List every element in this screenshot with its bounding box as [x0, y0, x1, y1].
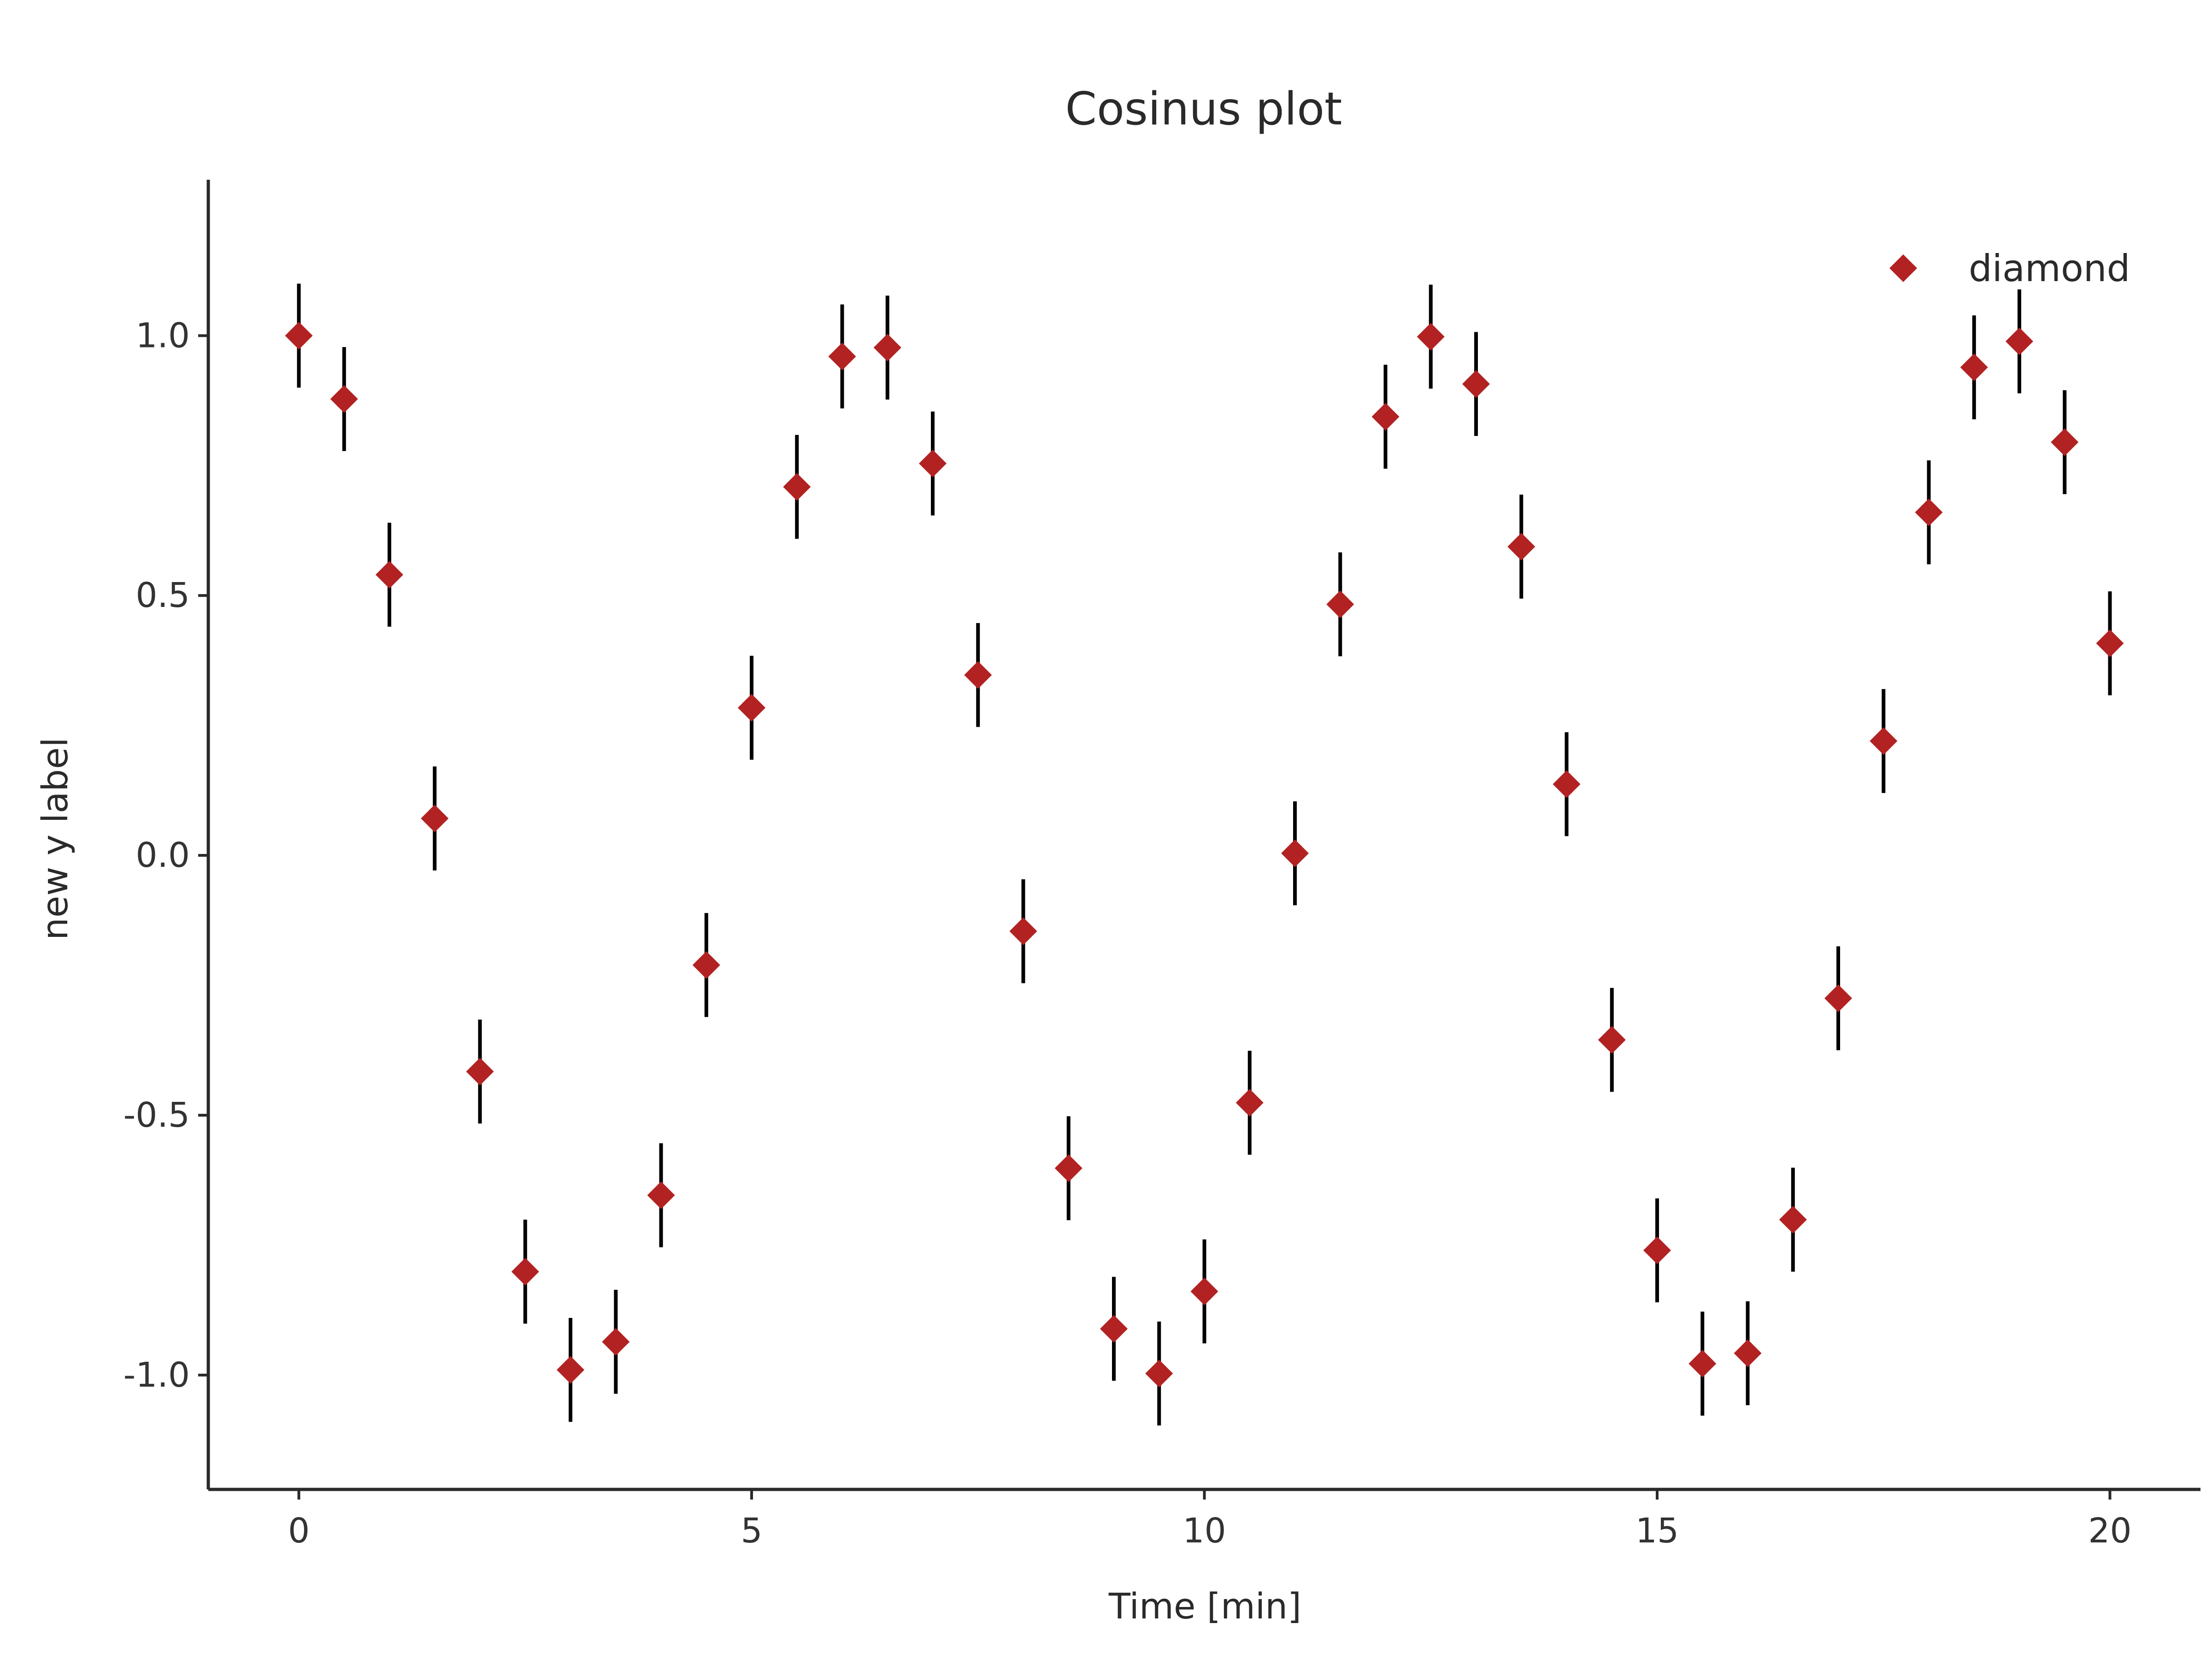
legend-diamond-icon	[1889, 254, 1917, 282]
data-point-diamond	[1100, 1315, 1128, 1343]
data-point-diamond	[1960, 353, 1988, 382]
data-point-diamond	[1054, 1154, 1082, 1182]
x-tick-label: 5	[741, 1511, 762, 1551]
legend-diamond-marker	[1889, 254, 1917, 282]
data-point-diamond	[1281, 839, 1309, 867]
data-point-diamond	[1643, 1236, 1671, 1265]
data-point-diamond	[1235, 1088, 1264, 1117]
data-point-diamond	[1824, 984, 1852, 1012]
y-tick-label: 1.0	[135, 316, 190, 355]
data-point-diamond	[1507, 533, 1535, 561]
data-point-diamond	[1009, 917, 1037, 945]
data-point-diamond	[2051, 428, 2079, 456]
data-point-diamond	[421, 805, 449, 833]
data-point-diamond	[1870, 727, 1898, 755]
y-axis-label: new y label	[35, 737, 76, 940]
legend-label: diamond	[1969, 247, 2130, 290]
axes: 0 5 10 15 20 -1.0 -0.5 0.0 0.5 1.0	[124, 180, 2200, 1551]
error-bars	[297, 283, 2112, 1426]
data-point-diamond	[1145, 1359, 1173, 1388]
data-point-diamond	[2006, 327, 2033, 355]
x-axis-label: Time [min]	[1108, 1586, 1301, 1627]
data-point-diamond	[330, 385, 358, 413]
data-point-diamond	[873, 334, 901, 362]
data-point-diamond	[1462, 370, 1490, 398]
data-point-diamond	[647, 1181, 675, 1209]
y-tick-label: 0.5	[135, 576, 190, 615]
data-point-diamond	[1915, 498, 1943, 526]
data-point-diamond	[1417, 323, 1445, 351]
data-point-diamond	[828, 342, 856, 371]
data-point-diamond	[1371, 403, 1400, 431]
y-tick-label: -0.5	[124, 1095, 190, 1135]
data-point-diamond	[919, 449, 947, 477]
legend: diamond	[1889, 247, 2130, 290]
data-point-diamond	[602, 1328, 630, 1356]
x-tick-label: 15	[1635, 1511, 1679, 1551]
data-point-diamond	[2096, 629, 2124, 657]
data-point-diamond	[285, 322, 313, 350]
x-tick-label: 20	[2088, 1511, 2131, 1551]
data-point-diamond	[376, 561, 403, 589]
data-point-diamond	[557, 1356, 584, 1384]
data-point-diamond	[1553, 770, 1581, 798]
data-point-diamond	[1734, 1339, 1762, 1367]
data-points	[285, 322, 2124, 1388]
data-point-diamond	[738, 694, 765, 722]
data-point-diamond	[1688, 1350, 1717, 1378]
data-point-diamond	[1326, 590, 1354, 618]
x-tick-label: 0	[288, 1511, 310, 1551]
data-point-diamond	[466, 1058, 494, 1086]
data-point-diamond	[964, 661, 992, 689]
data-point-diamond	[1190, 1277, 1218, 1306]
data-point-diamond	[511, 1258, 539, 1286]
y-tick-label: 0.0	[135, 835, 190, 875]
data-point-diamond	[692, 951, 720, 979]
data-point-diamond	[1598, 1026, 1626, 1054]
data-point-diamond	[1779, 1206, 1807, 1234]
data-point-diamond	[783, 473, 811, 501]
x-tick-label: 10	[1182, 1511, 1226, 1551]
y-tick-label: -1.0	[124, 1355, 190, 1395]
chart-title: Cosinus plot	[1065, 83, 1342, 135]
